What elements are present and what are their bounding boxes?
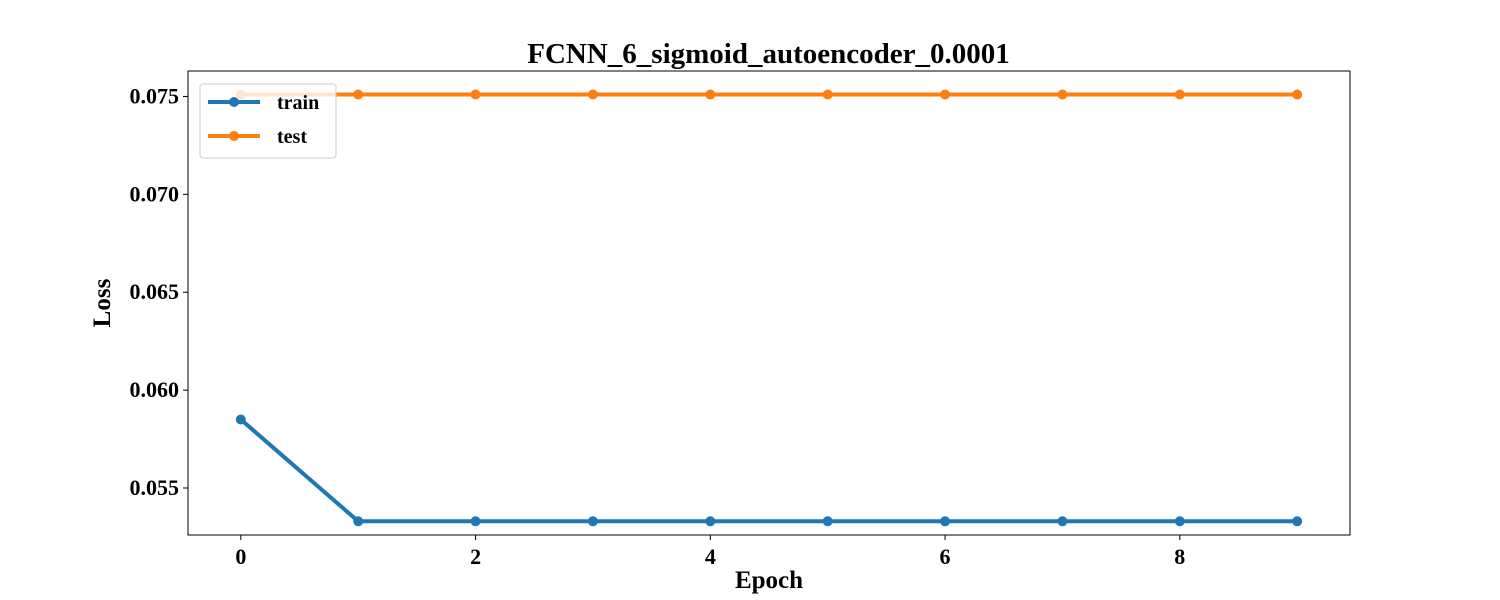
plot-area bbox=[187, 70, 1351, 536]
data-point-test bbox=[705, 89, 716, 100]
x-axis-label: Epoch bbox=[735, 567, 803, 594]
data-point-train bbox=[1057, 516, 1068, 527]
legend-label-train: train bbox=[277, 92, 319, 114]
series-line-train bbox=[239, 417, 1298, 524]
y-tick-label: 0.075 bbox=[130, 83, 180, 108]
legend-marker-train bbox=[229, 97, 239, 107]
data-point-train bbox=[940, 516, 951, 527]
data-point-train bbox=[353, 516, 364, 527]
data-point-train bbox=[822, 516, 833, 527]
data-point-test bbox=[1057, 89, 1068, 100]
legend-marker-test bbox=[229, 131, 239, 141]
data-point-test bbox=[1292, 89, 1303, 100]
data-point-test bbox=[353, 89, 364, 100]
x-tick-label: 6 bbox=[940, 544, 951, 569]
data-point-test bbox=[470, 89, 481, 100]
data-point-train bbox=[1292, 516, 1303, 527]
data-point-train bbox=[705, 516, 716, 527]
x-tick-label: 4 bbox=[705, 544, 716, 569]
x-tick-label: 0 bbox=[235, 544, 246, 569]
data-point-test bbox=[822, 89, 833, 100]
legend: train test bbox=[199, 83, 337, 159]
x-tick-label: 2 bbox=[470, 544, 481, 569]
data-point-test bbox=[940, 89, 951, 100]
data-point-train bbox=[587, 516, 598, 527]
y-tick-label: 0.055 bbox=[130, 475, 180, 500]
data-point-test bbox=[587, 89, 598, 100]
y-axis-label: Loss bbox=[89, 278, 116, 327]
y-tick-label: 0.070 bbox=[130, 181, 180, 206]
series-layer bbox=[235, 89, 1303, 527]
data-point-train bbox=[470, 516, 481, 527]
y-axis: 0.055 0.060 0.065 0.070 0.075 bbox=[130, 83, 188, 500]
y-tick-label: 0.060 bbox=[130, 377, 180, 402]
x-axis: 0 2 4 6 8 bbox=[235, 535, 1185, 569]
legend-label-test: test bbox=[277, 126, 307, 148]
y-tick-label: 0.065 bbox=[130, 279, 180, 304]
data-point-train bbox=[1174, 516, 1185, 527]
data-point-test bbox=[1174, 89, 1185, 100]
x-tick-label: 8 bbox=[1174, 544, 1185, 569]
data-point-train bbox=[235, 414, 246, 425]
legend-entry-test: test bbox=[208, 126, 307, 148]
chart-title: FCNN_6_sigmoid_autoencoder_0.0001 bbox=[527, 38, 1010, 70]
legend-entry-train: train bbox=[208, 92, 319, 114]
